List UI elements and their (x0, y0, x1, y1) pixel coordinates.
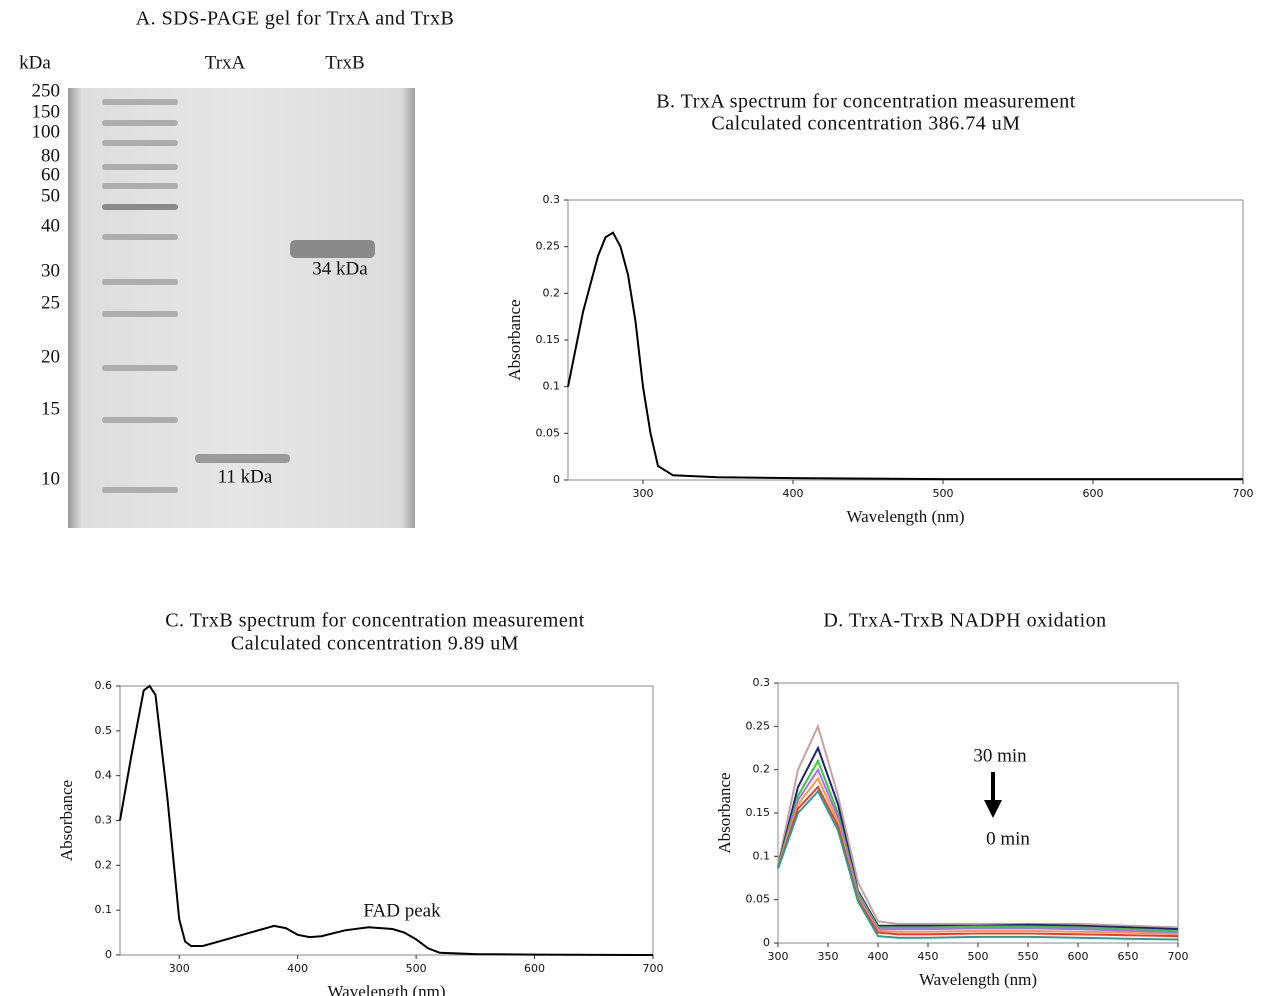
y-tick-label: 0.2 (753, 763, 771, 776)
marker-label: 40 (41, 215, 60, 236)
y-tick-label: 0 (105, 948, 112, 961)
band-label: 34 kDa (312, 258, 368, 279)
arrow-head (984, 800, 1002, 818)
spectrum-line (778, 748, 1178, 929)
gel-title: A. SDS-PAGE gel for TrxA and TrxB (136, 8, 455, 30)
ladder-band (102, 311, 178, 317)
gel-band (195, 454, 290, 463)
y-tick-label: 0.5 (95, 724, 113, 737)
x-axis-label: Wavelength (nm) (327, 982, 445, 996)
x-tick-label: 450 (918, 950, 939, 963)
ladder-band (102, 487, 178, 493)
y-tick-label: 0.3 (753, 676, 771, 689)
annotation: FAD peak (363, 900, 441, 921)
spectrum-line (568, 233, 1243, 479)
y-tick-label: 0.2 (95, 858, 113, 871)
x-tick-label: 650 (1118, 950, 1139, 963)
x-axis-label: Wavelength (nm) (919, 970, 1037, 989)
ladder-band (102, 164, 178, 170)
marker-label: 150 (32, 101, 61, 122)
chart-title: B. TrxA spectrum for concentration measu… (656, 91, 1076, 113)
ladder-band (102, 99, 178, 105)
gel-band (290, 240, 375, 258)
y-tick-label: 0.1 (753, 849, 771, 862)
ladder-band (102, 183, 178, 189)
marker-label: 15 (41, 398, 60, 419)
x-tick-label: 600 (1068, 950, 1089, 963)
ladder-band (102, 120, 178, 126)
marker-label: 30 (41, 260, 60, 281)
plot-frame (568, 200, 1243, 480)
x-tick-label: 550 (1018, 950, 1039, 963)
y-tick-label: 0.6 (95, 679, 113, 692)
annotation: 0 min (986, 828, 1030, 849)
page: A. SDS-PAGE gel for TrxA and TrxB kDa Tr… (0, 0, 1262, 996)
x-tick-label: 700 (643, 962, 664, 975)
y-tick-label: 0.25 (536, 240, 561, 253)
spectrum-line (778, 761, 1178, 931)
figure: A. SDS-PAGE gel for TrxA and TrxB kDa Tr… (0, 0, 1262, 996)
unit-label: kDa (19, 52, 51, 73)
marker-label: 20 (41, 346, 60, 367)
marker-label: 250 (32, 80, 61, 101)
x-tick-label: 600 (1083, 487, 1104, 500)
y-tick-label: 0.1 (95, 903, 113, 916)
x-tick-label: 400 (287, 962, 308, 975)
x-axis-label: Wavelength (nm) (846, 507, 964, 526)
x-tick-label: 300 (633, 487, 654, 500)
chart-title: C. TrxB spectrum for concentration measu… (165, 610, 585, 632)
lane-label: TrxA (205, 52, 246, 73)
x-tick-label: 350 (818, 950, 839, 963)
x-tick-label: 300 (169, 962, 190, 975)
spectrum-line (778, 787, 1178, 936)
ladder-band (102, 365, 178, 371)
x-tick-label: 400 (868, 950, 889, 963)
x-tick-label: 700 (1168, 950, 1189, 963)
y-tick-label: 0.15 (746, 806, 771, 819)
annotation: 30 min (973, 745, 1027, 766)
y-tick-label: 0.3 (95, 814, 113, 827)
x-tick-label: 300 (768, 950, 789, 963)
marker-label: 100 (32, 121, 61, 142)
y-axis-label: Absorbance (715, 772, 734, 853)
x-tick-label: 500 (968, 950, 989, 963)
x-tick-label: 400 (783, 487, 804, 500)
ladder-band (102, 140, 178, 146)
marker-label: 50 (41, 185, 60, 206)
chart-title: D. TrxA-TrxB NADPH oxidation (823, 610, 1106, 632)
marker-label: 80 (41, 145, 60, 166)
x-tick-label: 700 (1233, 487, 1254, 500)
ladder-band (102, 204, 178, 210)
y-tick-label: 0.2 (543, 286, 561, 299)
ladder-band (102, 234, 178, 240)
x-tick-label: 500 (406, 962, 427, 975)
ladder-band (102, 279, 178, 285)
y-tick-label: 0.05 (536, 426, 561, 439)
y-tick-label: 0.4 (95, 769, 113, 782)
x-tick-label: 500 (933, 487, 954, 500)
y-tick-label: 0.3 (543, 193, 561, 206)
y-axis-label: Absorbance (57, 780, 76, 861)
y-axis-label: Absorbance (505, 299, 524, 380)
y-tick-label: 0.1 (543, 380, 561, 393)
y-tick-label: 0 (553, 473, 560, 486)
marker-label: 25 (41, 292, 60, 313)
y-tick-label: 0.15 (536, 333, 561, 346)
band-label: 11 kDa (218, 466, 273, 487)
lane-label: TrxB (325, 52, 364, 73)
marker-label: 60 (41, 164, 60, 185)
x-tick-label: 600 (524, 962, 545, 975)
ladder-band (102, 417, 178, 423)
marker-label: 10 (41, 468, 60, 489)
chart-subtitle: Calculated concentration 386.74 uM (711, 113, 1020, 135)
y-tick-label: 0.05 (746, 893, 771, 906)
y-tick-label: 0.25 (746, 719, 771, 732)
chart-subtitle: Calculated concentration 9.89 uM (231, 633, 519, 655)
y-tick-label: 0 (763, 936, 770, 949)
